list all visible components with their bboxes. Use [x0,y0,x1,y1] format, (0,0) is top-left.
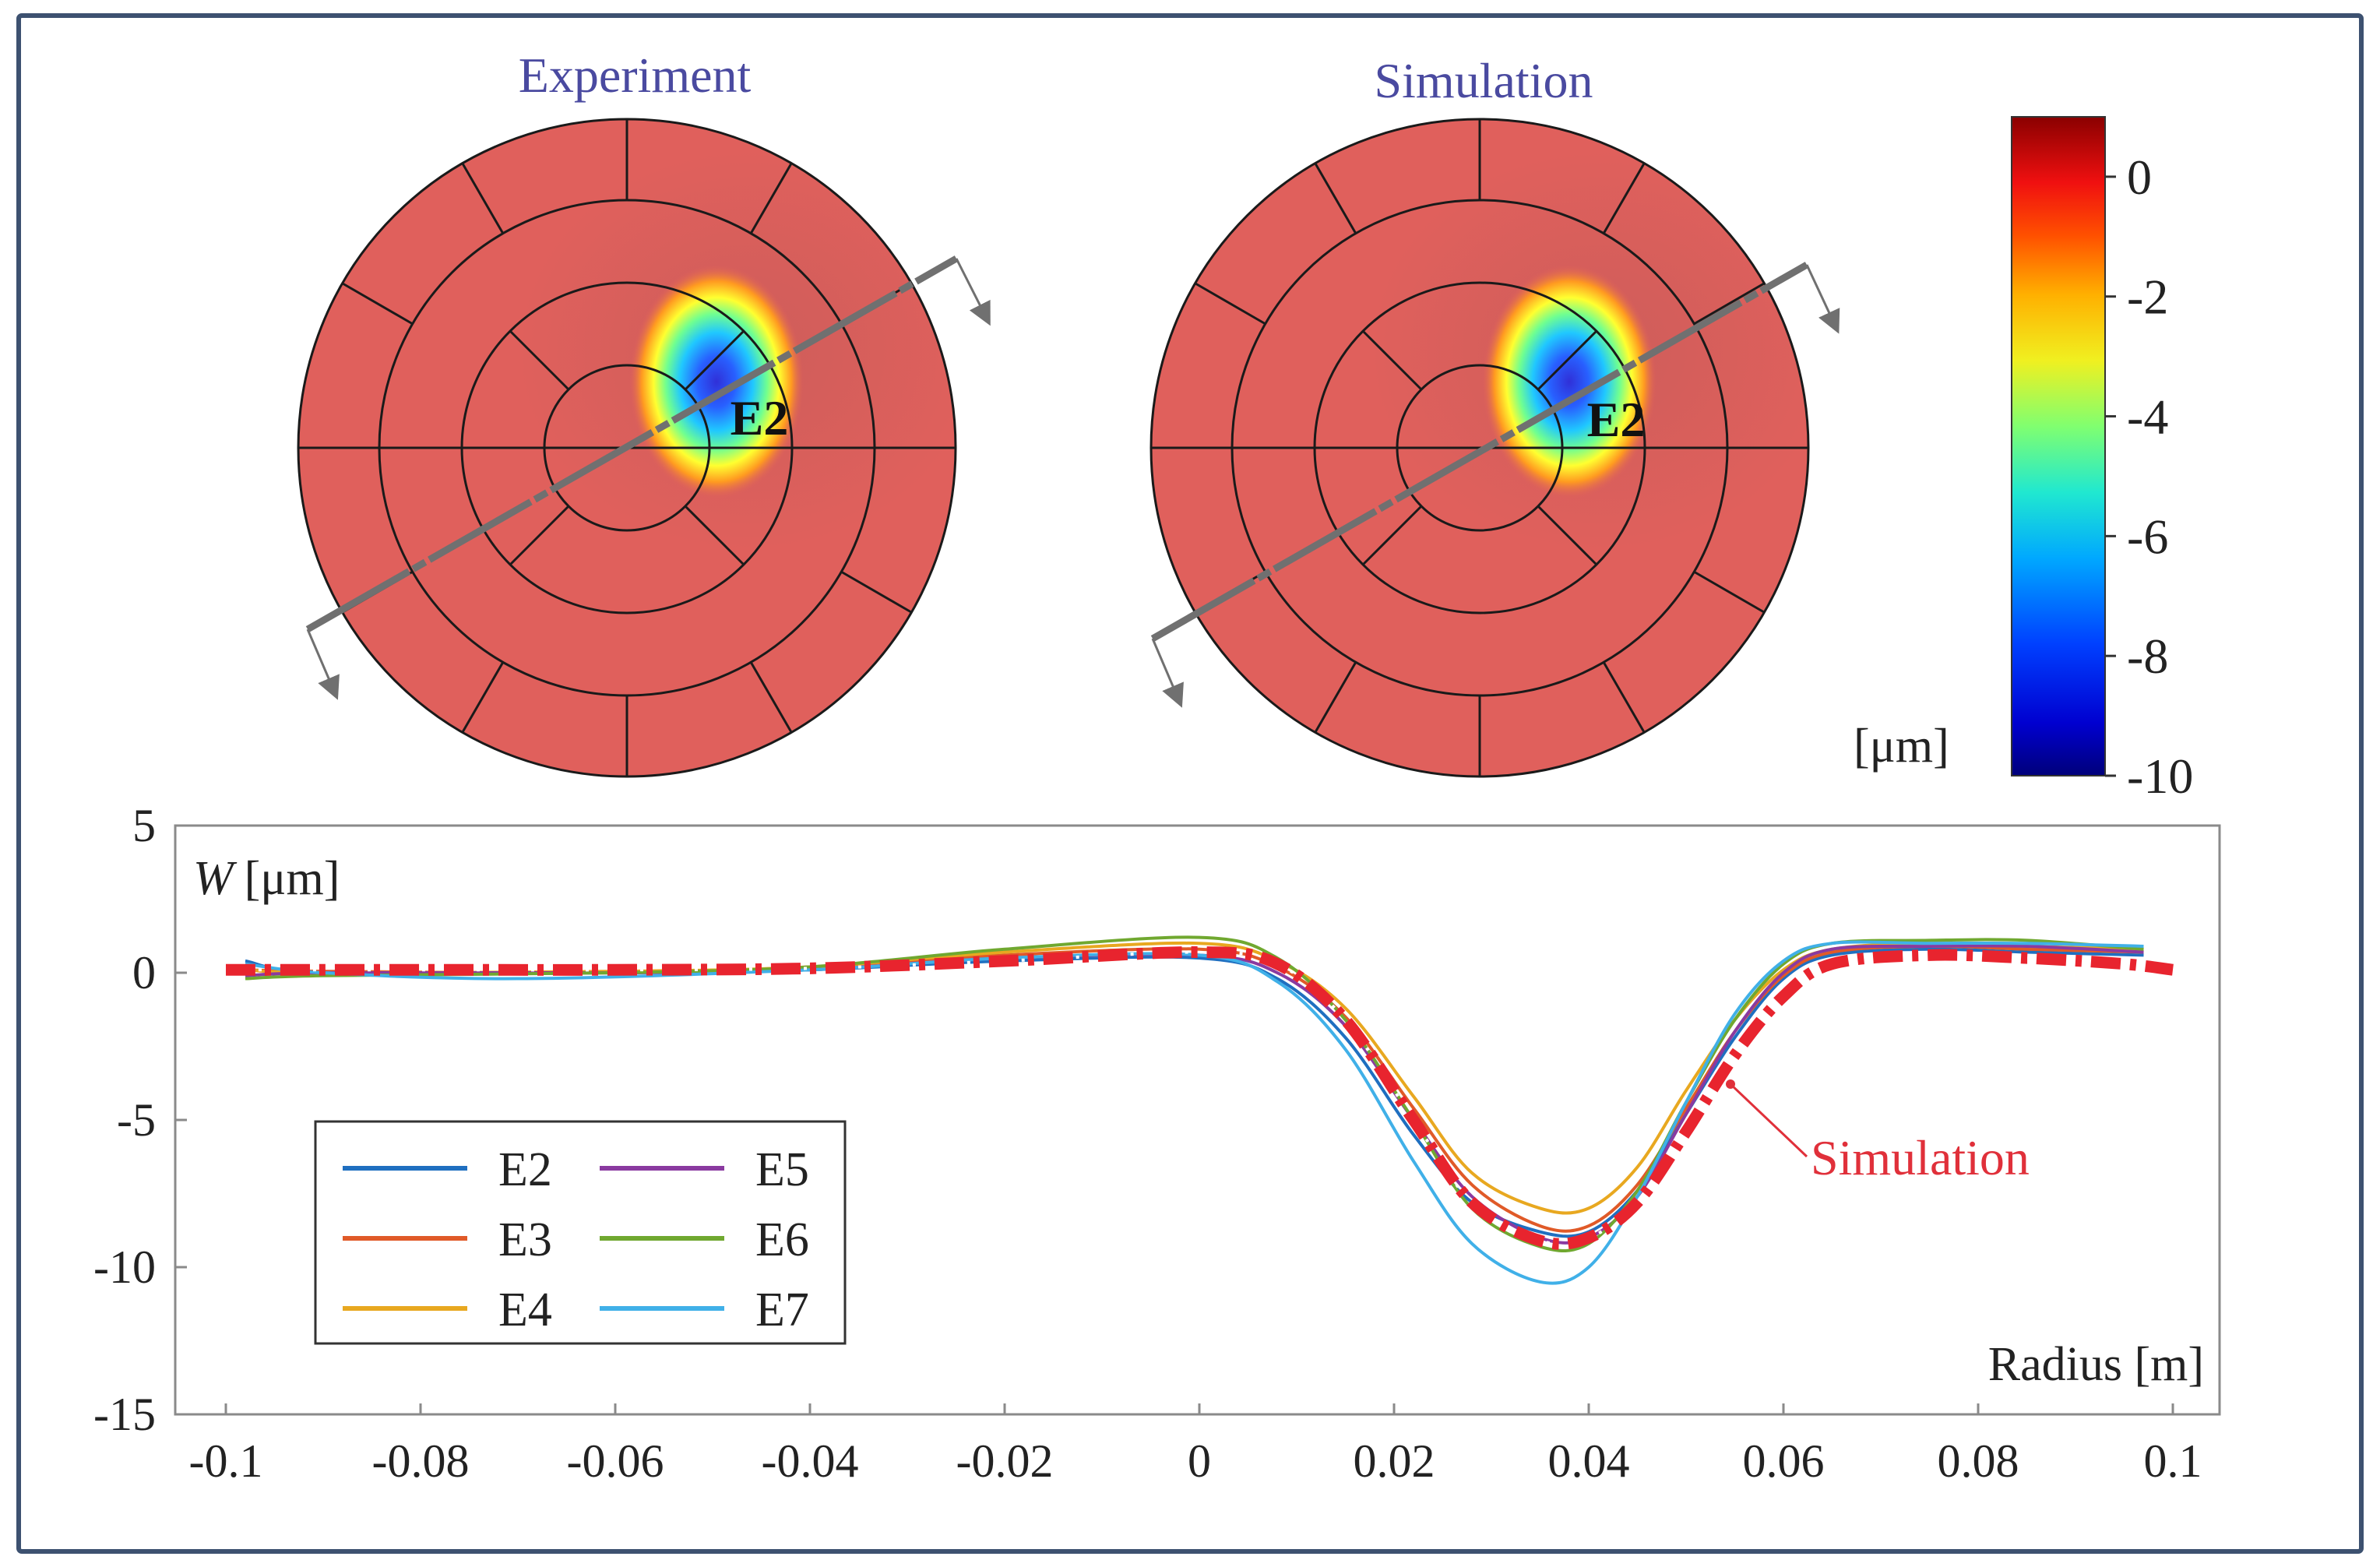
simulation-title: Simulation [1375,53,1593,108]
experiment-scan-line [305,255,959,632]
legend-label-e6: E6 [755,1213,809,1266]
x-tick-label: -0.08 [372,1435,470,1487]
simulation-map: Simulation [1150,53,1840,778]
simulation-annotation-dot [1726,1079,1735,1089]
experiment-arrow-end [955,258,991,326]
colorbar-tick-label: -6 [2127,509,2168,564]
colorbar-unit: [μm] [1854,720,1949,773]
y-axis-label-unit: [μm] [245,852,340,905]
experiment-electrode-label: E2 [731,390,789,445]
x-axis-label: Radius [m] [1988,1338,2204,1391]
simulation-annotation-leader [1729,1083,1808,1158]
colorbar-tick-label: -2 [2127,269,2168,325]
x-tick-label: 0.1 [2144,1435,2202,1487]
legend-label-e4: E4 [498,1284,552,1336]
experiment-title: Experiment [519,48,752,103]
series-layer [225,935,2174,1285]
legend-box [314,1120,847,1345]
experiment-map: Experiment [297,48,991,778]
simulation-dent [1482,265,1656,498]
simulation-scan-line [1150,262,1809,642]
legend-label-e5: E5 [755,1143,809,1196]
colorbar-tick-label: -8 [2127,629,2168,684]
series-line-simulation [225,946,2174,1250]
legend-label-e2: E2 [498,1143,552,1196]
legend-items: E2 E3 E4 E5 E6 E7 [343,1143,809,1336]
y-tick-label: 5 [132,800,156,851]
y-tick-label: -5 [117,1094,156,1146]
colorbar-bar [2011,116,2106,776]
x-tick-label: 0.02 [1354,1435,1435,1487]
experiment-segment-grid [297,118,957,778]
y-tick-label: -15 [93,1389,156,1440]
colorbar: 0 -2 -4 -6 -8 -10 [μm] [1854,116,2193,804]
legend-label-e3: E3 [498,1213,552,1266]
x-tick-label: 0 [1188,1435,1211,1487]
simulation-arrow-start [1151,638,1184,708]
line-chart: -0.1 -0.08 -0.06 -0.04 -0.02 0 0.02 0.04 0.06 0.0… [93,800,2221,1487]
experiment-dent [629,265,804,498]
colorbar-tick-label: 0 [2127,150,2152,205]
experiment-arrow-start [306,629,340,700]
x-tick-label: -0.1 [189,1435,263,1487]
legend-label-e7: E7 [755,1284,809,1336]
x-tick-label: 0.06 [1743,1435,1825,1487]
y-axis-label: W [μm] [193,852,340,905]
y-axis-label-symbol: W [193,852,238,905]
simulation-arrow-end [1805,264,1840,334]
x-tick-label: 0.04 [1548,1435,1630,1487]
colorbar-tick-label: -4 [2127,389,2168,445]
colorbar-ticks: 0 -2 -4 -6 -8 -10 [2105,150,2193,804]
x-tick-label: -0.04 [762,1435,859,1487]
x-tick-label: -0.06 [567,1435,664,1487]
simulation-annotation: Simulation [1811,1130,2030,1185]
colorbar-tick-label: -10 [2127,748,2193,804]
x-tick-label: -0.02 [956,1435,1054,1487]
axis-ticks: -0.1 -0.08 -0.06 -0.04 -0.02 0 0.02 0.04 0.06 0.0… [93,800,2202,1487]
y-tick-label: -10 [93,1241,156,1293]
simulation-electrode-label: E2 [1587,392,1646,447]
y-tick-label: 0 [132,947,156,998]
x-tick-label: 0.08 [1938,1435,2019,1487]
legend: E2 E3 E4 E5 E6 E7 [314,1120,847,1345]
